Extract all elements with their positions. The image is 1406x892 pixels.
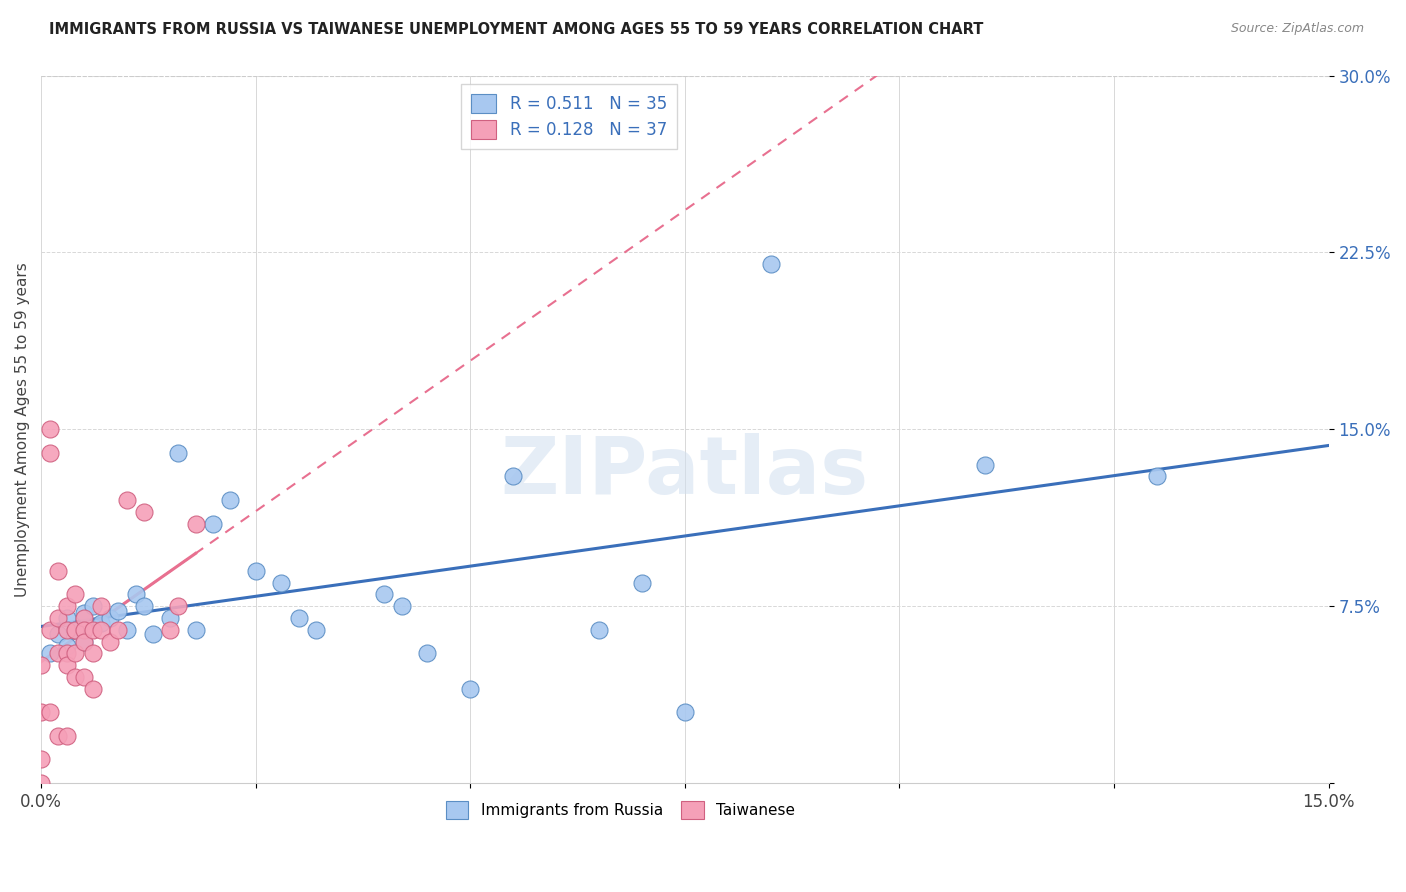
Point bbox=[65, 623, 87, 637]
Point bbox=[73, 670, 96, 684]
Point bbox=[46, 611, 69, 625]
Point bbox=[56, 646, 79, 660]
Point bbox=[142, 627, 165, 641]
Point bbox=[107, 623, 129, 637]
Point bbox=[98, 611, 121, 625]
Point bbox=[502, 469, 524, 483]
Point bbox=[56, 611, 79, 625]
Point bbox=[46, 564, 69, 578]
Point bbox=[132, 599, 155, 614]
Point bbox=[90, 623, 112, 637]
Point bbox=[30, 658, 52, 673]
Point bbox=[38, 623, 60, 637]
Point bbox=[65, 587, 87, 601]
Point bbox=[30, 706, 52, 720]
Point bbox=[124, 587, 146, 601]
Point bbox=[38, 646, 60, 660]
Point bbox=[73, 606, 96, 620]
Point bbox=[107, 604, 129, 618]
Point bbox=[38, 422, 60, 436]
Point bbox=[759, 257, 782, 271]
Point bbox=[46, 646, 69, 660]
Y-axis label: Unemployment Among Ages 55 to 59 years: Unemployment Among Ages 55 to 59 years bbox=[15, 262, 30, 597]
Point bbox=[90, 599, 112, 614]
Point bbox=[1146, 469, 1168, 483]
Point bbox=[287, 611, 309, 625]
Point bbox=[184, 623, 207, 637]
Point bbox=[98, 634, 121, 648]
Point bbox=[65, 646, 87, 660]
Point bbox=[30, 776, 52, 790]
Point bbox=[132, 505, 155, 519]
Point bbox=[82, 623, 104, 637]
Point bbox=[56, 599, 79, 614]
Point bbox=[974, 458, 997, 472]
Point bbox=[73, 623, 96, 637]
Point bbox=[458, 681, 481, 696]
Point bbox=[30, 752, 52, 766]
Point bbox=[90, 615, 112, 630]
Text: ZIPatlas: ZIPatlas bbox=[501, 433, 869, 511]
Point bbox=[673, 706, 696, 720]
Point bbox=[631, 575, 654, 590]
Point bbox=[56, 729, 79, 743]
Point bbox=[115, 493, 138, 508]
Point bbox=[82, 599, 104, 614]
Point bbox=[270, 575, 292, 590]
Point bbox=[65, 623, 87, 637]
Point bbox=[56, 658, 79, 673]
Point bbox=[46, 729, 69, 743]
Point bbox=[588, 623, 610, 637]
Point bbox=[305, 623, 328, 637]
Point bbox=[219, 493, 242, 508]
Point bbox=[159, 611, 181, 625]
Point bbox=[56, 639, 79, 653]
Point bbox=[82, 646, 104, 660]
Point bbox=[65, 670, 87, 684]
Point bbox=[167, 446, 190, 460]
Point bbox=[115, 623, 138, 637]
Point bbox=[73, 634, 96, 648]
Point bbox=[167, 599, 190, 614]
Legend: Immigrants from Russia, Taiwanese: Immigrants from Russia, Taiwanese bbox=[440, 795, 801, 825]
Point bbox=[82, 681, 104, 696]
Point bbox=[416, 646, 439, 660]
Point bbox=[373, 587, 395, 601]
Point bbox=[184, 516, 207, 531]
Point bbox=[201, 516, 224, 531]
Text: Source: ZipAtlas.com: Source: ZipAtlas.com bbox=[1230, 22, 1364, 36]
Point bbox=[38, 446, 60, 460]
Point bbox=[46, 627, 69, 641]
Point bbox=[159, 623, 181, 637]
Point bbox=[73, 611, 96, 625]
Point bbox=[56, 623, 79, 637]
Point bbox=[245, 564, 267, 578]
Point bbox=[38, 706, 60, 720]
Point bbox=[73, 634, 96, 648]
Point bbox=[391, 599, 413, 614]
Text: IMMIGRANTS FROM RUSSIA VS TAIWANESE UNEMPLOYMENT AMONG AGES 55 TO 59 YEARS CORRE: IMMIGRANTS FROM RUSSIA VS TAIWANESE UNEM… bbox=[49, 22, 984, 37]
